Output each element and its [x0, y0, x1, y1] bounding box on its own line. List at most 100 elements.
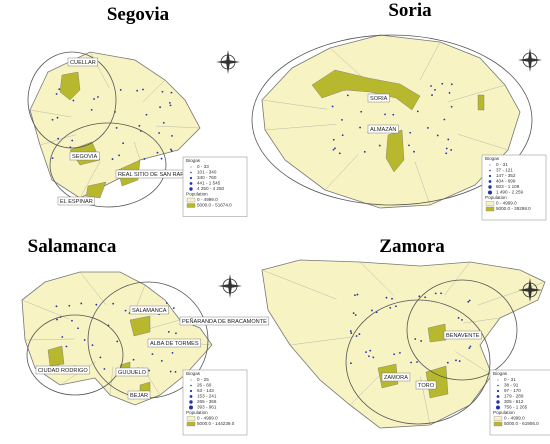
panel-title: Soria — [388, 0, 432, 21]
plant-dot — [56, 318, 58, 321]
legend-title: Biogas — [493, 371, 508, 376]
legend-label: 340 - 760 — [197, 175, 217, 180]
legend-symbol — [488, 174, 492, 178]
legend-symbol — [497, 384, 499, 387]
plant-dot — [393, 353, 396, 356]
plant-dot — [431, 94, 433, 96]
legend-label: 38 - 91 — [504, 383, 519, 388]
plant-dot — [142, 88, 144, 91]
plant-dot — [115, 127, 118, 129]
plant-dot — [358, 333, 361, 335]
legend-swatch — [493, 421, 503, 427]
plant-dot — [426, 127, 429, 129]
plant-dot — [332, 138, 335, 141]
legend-label: 265 - 366 — [197, 399, 217, 404]
legend-title: Population — [186, 410, 208, 415]
legend-label: 101 - 340 — [197, 170, 217, 175]
plant-dot — [461, 318, 463, 321]
legend-label: 37 - 121 — [496, 168, 513, 173]
place-label-box — [147, 338, 201, 348]
place-label-box — [35, 365, 90, 375]
urban-area — [425, 365, 449, 399]
place-label: BENAVENTE — [446, 333, 480, 339]
service-radius — [251, 34, 533, 206]
legend-label: 0 - 33 — [197, 164, 209, 169]
plant-dot — [58, 88, 61, 91]
plant-dot — [450, 83, 453, 86]
place-label: CIUDAD RODRIGO — [38, 368, 88, 374]
compass — [218, 284, 242, 288]
legend-swatch — [186, 203, 196, 208]
plant-dot — [338, 152, 341, 155]
legend-label: 97 - 170 — [504, 388, 521, 393]
plant-dot — [384, 113, 386, 116]
plant-dot — [378, 144, 381, 147]
compass — [518, 288, 542, 292]
plant-dot — [55, 305, 58, 308]
plant-dot — [168, 101, 171, 104]
urban-area — [85, 181, 107, 199]
plant-dot — [410, 361, 413, 364]
plant-dot — [68, 304, 71, 307]
boundary — [156, 125, 201, 129]
plant-dot — [169, 370, 172, 373]
plant-dot — [71, 139, 74, 142]
plant-dot — [352, 312, 355, 315]
legend-symbol — [497, 379, 499, 381]
plant-dot — [434, 292, 437, 295]
legend-label: 153 - 241 — [197, 394, 217, 399]
plant-dot — [457, 317, 460, 319]
plant-dot — [122, 142, 125, 145]
legend-label: 26 - 60 — [197, 383, 212, 388]
urban-area — [47, 345, 65, 367]
place-label: BEJAR — [130, 393, 148, 399]
legend-label: 305 - 612 — [504, 399, 524, 404]
plant-dot — [420, 340, 423, 342]
plant-dot — [151, 353, 154, 355]
plant-dot — [341, 134, 344, 137]
boundary — [455, 351, 493, 376]
compass — [518, 58, 542, 62]
place-label: ALMAZÁN — [370, 126, 396, 133]
plant-dot — [162, 121, 165, 124]
boundary — [148, 319, 181, 330]
plant-dot — [132, 358, 135, 361]
plant-dot — [55, 93, 58, 95]
plant-dot — [448, 92, 451, 94]
plant-dot — [360, 110, 363, 113]
compass — [216, 60, 240, 64]
urban-area — [311, 69, 421, 111]
urban-area — [477, 94, 485, 111]
plant-dot — [392, 113, 395, 116]
legend-swatch — [485, 206, 495, 212]
legend-title: Population — [493, 410, 515, 415]
legend-title: Biogas — [186, 158, 201, 163]
place-label: PEÑARANDA DE BRACAMONTE — [182, 318, 267, 325]
plant-dot — [174, 371, 177, 373]
plant-dot — [369, 349, 372, 352]
plant-dot — [332, 148, 335, 151]
plant-dot — [368, 355, 370, 358]
plant-dot — [175, 332, 177, 335]
plant-dot — [455, 359, 457, 362]
legend-symbol — [496, 405, 500, 410]
plant-dot — [450, 105, 453, 108]
place-label-box — [67, 57, 99, 67]
legend-title: Biogas — [485, 156, 500, 161]
panel-title: Salamanca — [28, 236, 117, 257]
legend-label: 0 - 25 — [197, 377, 209, 382]
plant-dot — [363, 150, 366, 153]
legend-symbol — [189, 389, 193, 393]
boundary — [142, 79, 166, 103]
plant-dot — [124, 309, 127, 312]
boundary — [457, 134, 509, 151]
boundary — [261, 99, 327, 110]
place-label-box — [129, 305, 169, 315]
plant-dot — [51, 157, 54, 160]
legend-label: 0 - 4999.0 — [504, 416, 525, 421]
legend-symbol — [488, 180, 492, 183]
plant-dot — [160, 157, 163, 160]
plant-dot — [72, 99, 75, 102]
plant-dot — [161, 90, 164, 93]
plant-dot — [441, 82, 444, 85]
